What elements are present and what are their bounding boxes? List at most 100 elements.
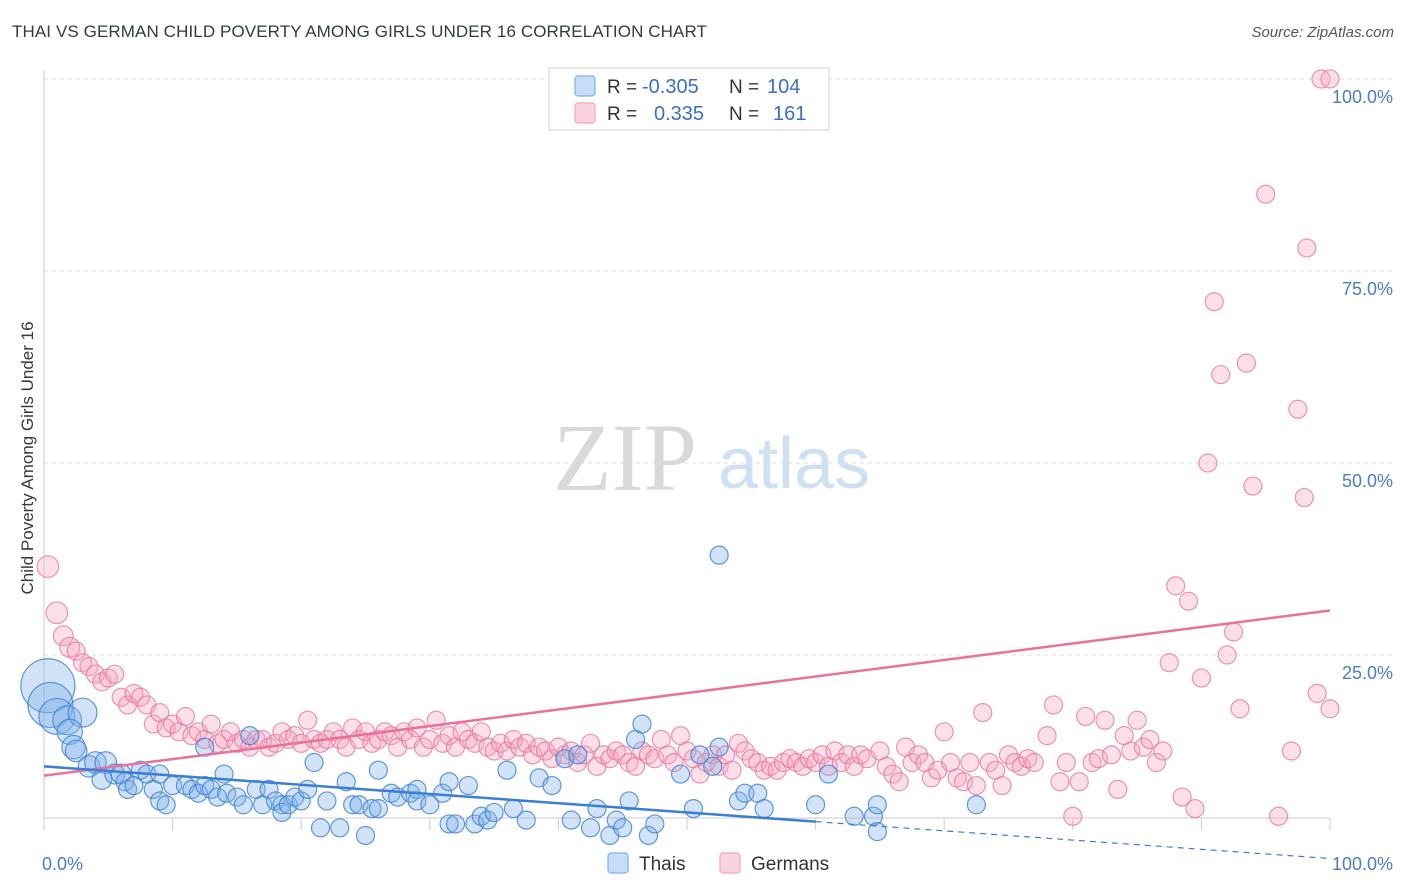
watermark: ZIP atlas: [553, 404, 870, 511]
watermark-atlas: atlas: [718, 424, 870, 504]
germans-point: [1204, 292, 1224, 312]
legend-r-label: R =: [607, 104, 637, 125]
germans-point: [394, 722, 414, 742]
germans-point: [658, 745, 678, 765]
legend-r-label: R =: [607, 77, 637, 98]
thais-point: [818, 764, 839, 784]
germans-point: [1043, 695, 1064, 715]
germans-point: [1230, 699, 1250, 719]
germans-point: [908, 745, 929, 765]
germans-point: [298, 710, 318, 730]
germans-point: [143, 714, 163, 734]
thais-point: [555, 749, 575, 769]
thais-point: [439, 772, 459, 792]
trend-lines: [43, 609, 1331, 860]
germans-point: [285, 726, 305, 746]
thais-trend-line: [43, 765, 816, 823]
germans-point: [1320, 699, 1340, 719]
germans-point: [130, 687, 151, 707]
thais-point: [683, 798, 704, 819]
germans-point: [805, 752, 826, 773]
y-tick-label: 75.0%: [1342, 279, 1393, 299]
germans-point: [1037, 726, 1057, 746]
germans-point: [1320, 69, 1340, 89]
thais-point: [844, 806, 864, 826]
germans-point: [1127, 710, 1147, 730]
thais-point: [317, 791, 337, 811]
germans-point: [214, 729, 234, 750]
y-tick-label: 50.0%: [1342, 471, 1393, 491]
thais-point: [368, 760, 388, 780]
thais-point: [330, 818, 350, 838]
thais-point: [670, 764, 691, 784]
germans-point: [523, 745, 543, 765]
germans-point: [934, 722, 954, 742]
thais-point: [465, 814, 485, 834]
germans-point: [677, 741, 697, 761]
germans-point: [1011, 756, 1031, 776]
thais-point: [240, 726, 260, 746]
thais-point: [867, 795, 887, 815]
germans-point: [568, 752, 588, 773]
thais-point: [61, 734, 86, 760]
germans-point: [600, 749, 620, 769]
germans-point: [979, 752, 999, 773]
thais-point: [56, 718, 83, 746]
germans-point: [433, 733, 453, 753]
thais-point: [542, 775, 562, 796]
germans-point: [85, 664, 106, 684]
germans-point: [1198, 453, 1218, 473]
thais-legend-swatch: [574, 75, 596, 97]
germans-point: [1191, 668, 1212, 688]
germans-point: [1159, 653, 1179, 673]
thais-point: [233, 795, 253, 815]
thais-point: [362, 798, 382, 819]
germans-point: [831, 752, 851, 773]
thais-point: [805, 795, 826, 815]
germans-point: [52, 625, 74, 647]
thais-point: [355, 825, 376, 846]
thais-point: [420, 795, 440, 815]
germans-point: [709, 756, 729, 776]
germans-point: [793, 756, 813, 776]
germans-point: [368, 729, 388, 750]
germans-point: [1297, 238, 1317, 258]
thais-point: [304, 752, 324, 773]
germans-point: [1256, 184, 1276, 204]
x-tick-labels: 0.0% 100.0%: [42, 854, 1393, 874]
thais-point: [619, 791, 639, 811]
correlation-legend: R = -0.305 N = 104 R = 0.335 N = 161: [548, 67, 830, 131]
thais-point: [632, 714, 652, 734]
thais-point: [67, 697, 98, 728]
thais-legend-label: Thais: [639, 854, 685, 875]
germans-point: [1063, 806, 1083, 826]
legend-r-value: -0.305: [642, 76, 699, 98]
thais-point: [645, 814, 665, 834]
germans-point: [36, 555, 60, 579]
thais-point: [368, 798, 388, 819]
germans-point: [465, 733, 485, 753]
legend-n-value: 161: [773, 103, 806, 125]
germans-point: [1153, 741, 1173, 761]
germans-point: [535, 741, 556, 761]
germans-point: [79, 656, 99, 677]
source-label: Source: ZipAtlas.com: [1251, 24, 1394, 41]
germans-point: [1121, 741, 1141, 761]
germans-point: [767, 760, 787, 780]
germans-point: [1281, 741, 1302, 761]
thais-point: [709, 737, 729, 757]
germans-point: [1294, 487, 1314, 508]
thais-point: [336, 772, 356, 792]
germans-point: [889, 772, 909, 792]
thais-point: [568, 745, 588, 765]
germans-point: [921, 768, 941, 788]
germans-point: [45, 601, 69, 625]
germans-point: [735, 741, 755, 761]
germans-point: [503, 729, 523, 750]
thais-point: [201, 779, 221, 800]
thais-point: [561, 810, 581, 830]
germans-point: [1236, 353, 1257, 373]
germans-point: [413, 737, 433, 757]
thais-point: [217, 783, 237, 803]
thais-point: [439, 814, 459, 834]
